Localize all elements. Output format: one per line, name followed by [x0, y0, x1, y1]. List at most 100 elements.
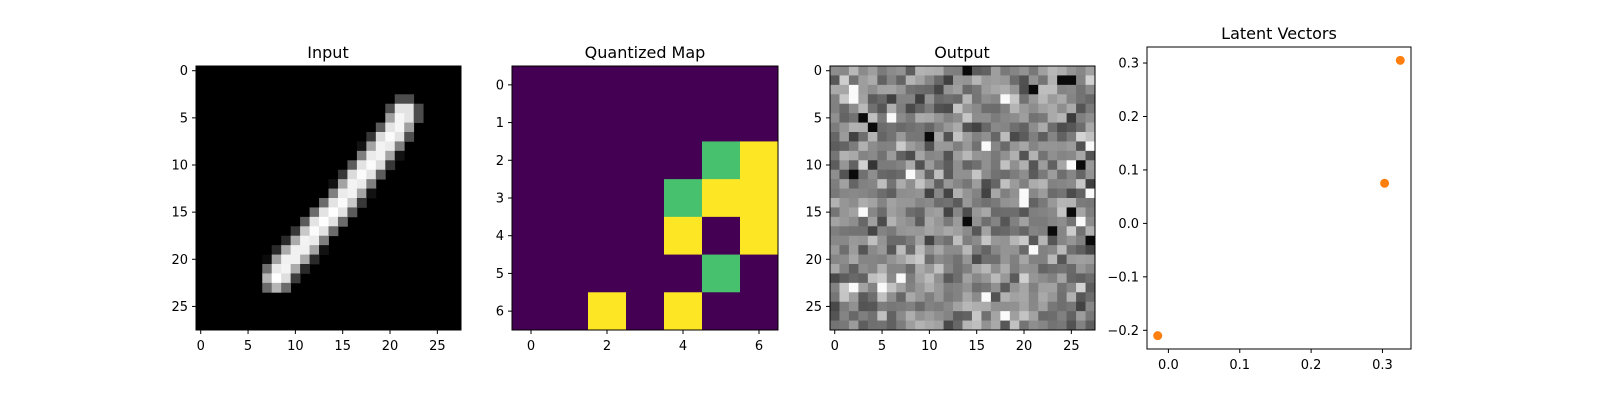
output-pixel: [990, 207, 1001, 218]
latent-title: Latent Vectors: [1221, 24, 1337, 43]
output-pixel: [1057, 282, 1068, 293]
output-pixel: [934, 235, 944, 246]
output-pixel: [915, 160, 926, 171]
input-pixel: [290, 254, 301, 265]
output-pixel: [858, 245, 869, 255]
output-pixel: [915, 311, 926, 321]
output-pixel: [1066, 282, 1077, 293]
output-pixel: [1000, 245, 1011, 255]
quantized-cell: [512, 254, 551, 293]
input-pixel: [366, 169, 377, 180]
output-pixel: [1057, 198, 1068, 208]
output-pixel: [924, 169, 935, 180]
output-pixel: [839, 103, 850, 114]
latent-ytick-label: −0.2: [1107, 324, 1139, 339]
output-pixel: [1057, 141, 1068, 152]
output-pixel: [990, 292, 1001, 303]
output-pixel: [1019, 84, 1030, 95]
output-pixel: [1085, 179, 1096, 189]
output-pixel: [981, 132, 992, 142]
output-pixel: [990, 141, 1001, 152]
input-pixel: [366, 160, 377, 171]
output-pixel: [896, 113, 907, 123]
output-xtick-label: 10: [921, 339, 938, 354]
output-pixel: [1047, 179, 1058, 189]
output-pixel: [896, 103, 907, 114]
output-pixel: [953, 320, 963, 331]
input-ytick-label: 10: [171, 159, 188, 174]
latent-xtick-label: 0.3: [1372, 358, 1393, 373]
output-pixel: [1066, 113, 1077, 123]
output-pixel: [1085, 132, 1096, 142]
output-pixel: [1057, 179, 1068, 189]
output-pixel: [915, 207, 926, 218]
output-pixel: [867, 254, 878, 265]
output-pixel: [1047, 254, 1058, 265]
output-pixel: [981, 75, 992, 86]
output-pixel: [981, 245, 992, 255]
output-pixel: [858, 292, 869, 303]
output-pixel: [1085, 282, 1096, 293]
output-pixel: [1085, 292, 1096, 303]
output-pixel: [839, 273, 850, 284]
input-pixel: [347, 198, 358, 208]
output-pixel: [830, 235, 840, 246]
output-pixel: [953, 113, 963, 123]
output-pixel: [858, 226, 869, 237]
output-pixel: [1038, 245, 1049, 255]
output-pixel: [1066, 254, 1077, 265]
output-pixel: [858, 84, 869, 95]
output-pixel: [1057, 66, 1068, 76]
output-pixel: [1066, 311, 1077, 321]
output-pixel: [1047, 94, 1058, 105]
output-pixel: [877, 179, 888, 189]
output-pixel: [1009, 150, 1020, 161]
output-pixel: [971, 160, 982, 171]
output-pixel: [1009, 216, 1020, 227]
output-pixel: [971, 301, 982, 312]
output-pixel: [990, 235, 1001, 246]
output-pixel: [1085, 122, 1096, 133]
output-pixel: [905, 113, 916, 123]
output-pixel: [924, 160, 935, 171]
output-pixel: [867, 216, 878, 227]
output-pixel: [830, 188, 840, 199]
output-pixel: [1000, 301, 1011, 312]
output-xtick-label: 25: [1063, 339, 1080, 354]
quantized-cell: [664, 254, 703, 293]
quantized-cell: [512, 179, 551, 218]
output-pixel: [886, 141, 897, 152]
output-pixel: [1009, 245, 1020, 255]
input-pixel: [309, 254, 320, 265]
output-pixel: [905, 226, 916, 237]
output-pixel: [848, 301, 859, 312]
output-pixel: [1000, 179, 1011, 189]
output-pixel: [848, 150, 859, 161]
input-pixel: [394, 132, 405, 142]
input-pixel: [300, 254, 310, 265]
output-pixel: [877, 235, 888, 246]
output-pixel: [867, 198, 878, 208]
output-ticks: 0 5 10 15 20 25 0 5 10 15 20 25: [805, 64, 1079, 354]
output-pixel: [896, 132, 907, 142]
output-pixel: [981, 122, 992, 133]
output-pixel: [962, 264, 973, 274]
output-pixel: [905, 141, 916, 152]
output-pixel: [830, 273, 840, 284]
output-pixel: [886, 301, 897, 312]
output-pixel: [1047, 282, 1058, 293]
output-pixel: [867, 132, 878, 142]
output-pixel: [867, 122, 878, 133]
output-pixel: [896, 235, 907, 246]
output-pixel: [1047, 160, 1058, 171]
output-pixel: [924, 113, 935, 123]
quantized-cell: [664, 103, 703, 142]
output-pixel: [848, 66, 859, 76]
output-pixel: [1076, 320, 1086, 331]
output-pixel: [848, 84, 859, 95]
input-pixel: [300, 264, 310, 274]
output-pixel: [1019, 169, 1030, 180]
output-pixel: [1000, 169, 1011, 180]
output-pixel: [905, 282, 916, 293]
input-pixel: [290, 273, 301, 284]
